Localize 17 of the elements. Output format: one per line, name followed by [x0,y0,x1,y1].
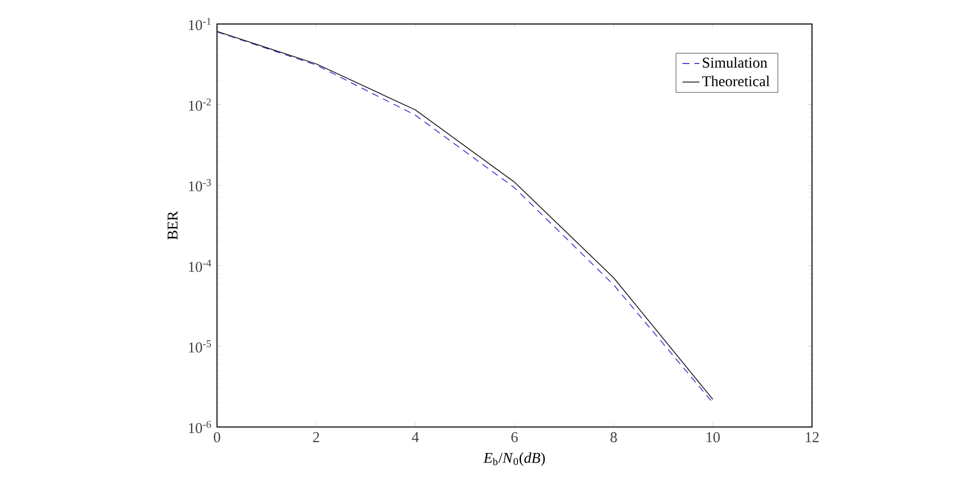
x-tick-label: 8 [610,432,617,442]
x-axis-title: E$_{b}$/N$_{0}$(dB) [483,452,545,466]
y-tick-label: 10$^{-4}$ [188,260,212,272]
legend-label: Theoretical [702,76,770,86]
x-tick-label: 6 [511,432,518,442]
y-tick-label: 10$^{-3}$ [188,179,211,192]
x-tick-label: 2 [313,432,320,442]
x-tick-label: 12 [806,432,819,442]
y-axis-title: BER [168,210,178,240]
x-tick-label: 4 [412,432,419,442]
y-tick-label: 10$^{-2}$ [188,98,211,111]
legend-label: Simulation [702,57,768,68]
x-tick-label: 10 [706,432,720,442]
y-tick-label: 10$^{-5}$ [188,340,211,352]
y-tick-label: 10$^{-6}$ [188,420,212,434]
y-tick-label: 10$^{-1}$ [188,18,211,30]
x-tick-label: 0 [214,432,220,442]
